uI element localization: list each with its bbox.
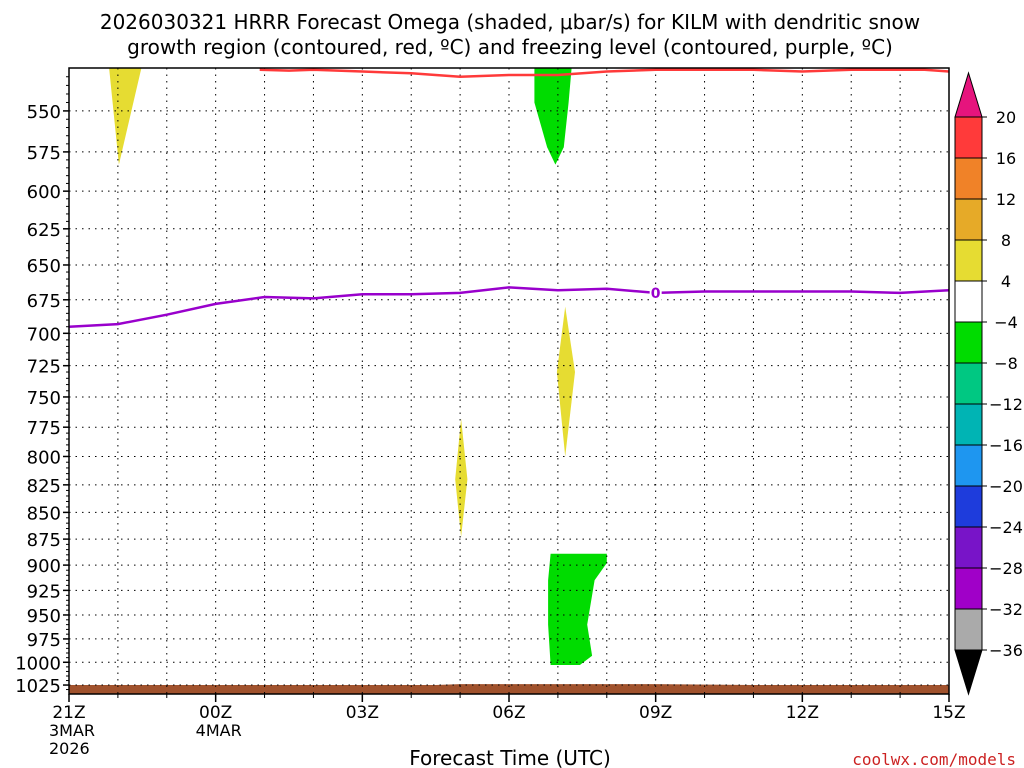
y-tick-label: 550	[27, 102, 61, 123]
colorbar-swatch	[954, 485, 983, 528]
y-tick-label: 1000	[15, 653, 61, 674]
x-tick-label: 09Z	[639, 703, 672, 723]
y-tick-label: 1025	[15, 676, 61, 697]
colorbar-swatch	[954, 239, 983, 282]
omega-region-yellow-mid-vertical	[556, 306, 575, 457]
grid-layer	[69, 68, 949, 694]
y-tick-label: 800	[27, 447, 61, 468]
colorbar-top-arrow	[954, 71, 983, 118]
contour-layer: 0	[69, 68, 949, 328]
colorbar-swatch	[954, 157, 983, 200]
colorbar-label: −12	[989, 395, 1023, 414]
y-tick-label: 625	[27, 220, 61, 241]
colorbar-swatch	[954, 116, 983, 159]
freezing-level-label: 0	[651, 286, 661, 302]
colorbar-swatch	[954, 444, 983, 487]
y-tick-label: 675	[27, 291, 61, 312]
y-tick-label: 600	[27, 182, 61, 203]
y-tick-label: 900	[27, 556, 61, 577]
y-axis: 550 575 600 625 650 675 700 725 750 775 800 825 850 8…	[15, 76, 69, 697]
y-tick-label: 975	[27, 630, 61, 651]
colorbar-label: −4	[994, 313, 1018, 332]
y-tick-label: 650	[27, 256, 61, 277]
y-tick-label: 700	[27, 324, 61, 345]
y-tick-label: 875	[27, 530, 61, 551]
colorbar-label: −20	[989, 477, 1023, 496]
x-tick-year: 2026	[49, 739, 90, 758]
colorbar-label: 4	[1001, 272, 1011, 291]
x-tick-date: 4MAR	[196, 721, 242, 740]
omega-region-yellow-lower-vertical	[455, 418, 468, 537]
colorbar-swatch	[954, 608, 983, 651]
colorbar-label: 16	[996, 149, 1016, 168]
colorbar-swatch	[954, 526, 983, 569]
omega-region-green-lower-mid	[548, 553, 607, 665]
colorbar-label: −24	[989, 518, 1023, 537]
colorbar-swatch	[954, 280, 983, 323]
y-tick-label: 775	[27, 418, 61, 439]
colorbar-label: −8	[994, 354, 1018, 373]
y-tick-label: 725	[27, 357, 61, 378]
colorbar-label: −32	[989, 600, 1023, 619]
colorbar-swatch	[954, 198, 983, 241]
colorbar-label: −36	[989, 641, 1023, 660]
x-tick-label: 00Z	[199, 703, 232, 723]
credit-link[interactable]: coolwx.com/models	[852, 750, 1016, 768]
x-axis-label: Forecast Time (UTC)	[409, 746, 611, 768]
y-tick-label: 950	[27, 606, 61, 627]
chart-title-line2: growth region (contoured, red, ºC) and f…	[127, 35, 893, 59]
y-tick-label: 850	[27, 503, 61, 524]
colorbar-bottom-arrow	[954, 649, 983, 696]
omega-region-yellow-upper-left	[109, 68, 142, 165]
y-tick-label: 825	[27, 476, 61, 497]
omega-region-green-upper-mid	[534, 68, 572, 165]
colorbar-label: −16	[989, 436, 1023, 455]
colorbar-swatch	[954, 567, 983, 610]
x-tick-label: 21Z	[52, 703, 85, 723]
colorbar-label: 8	[1001, 231, 1011, 250]
freezing-level-contour	[69, 286, 949, 328]
dendritic-growth-contour	[259, 68, 949, 78]
x-tick-date: 3MAR	[49, 721, 95, 740]
colorbar-label: −28	[989, 559, 1023, 578]
colorbar-swatch	[954, 321, 983, 364]
omega-shading-layer	[69, 68, 949, 694]
colorbar: 20 16 12 8 4 −4 −8 −12 −16 −20 −24 −28 −32 −36	[954, 71, 1023, 696]
y-tick-label: 750	[27, 388, 61, 409]
chart-title-line1: 2026030321 HRRR Forecast Omega (shaded, …	[100, 10, 920, 34]
y-tick-label: 925	[27, 581, 61, 602]
colorbar-label: 20	[996, 108, 1016, 127]
y-tick-label: 575	[27, 143, 61, 164]
x-tick-label: 15Z	[932, 703, 965, 723]
freezing-label-bg	[649, 284, 662, 301]
colorbar-swatch	[954, 362, 983, 405]
x-tick-label: 12Z	[786, 703, 819, 723]
x-tick-label: 06Z	[492, 703, 525, 723]
x-tick-label: 03Z	[346, 703, 379, 723]
colorbar-swatch	[954, 403, 983, 446]
colorbar-label: 12	[996, 190, 1016, 209]
omega-region-surface-band	[69, 684, 949, 694]
